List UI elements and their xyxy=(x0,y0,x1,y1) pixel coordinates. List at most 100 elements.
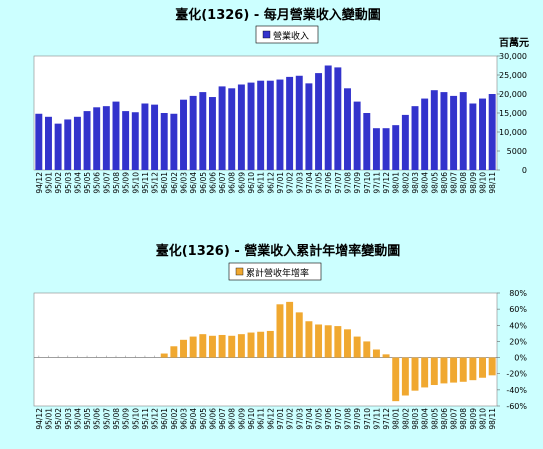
x-tick-label: 97/04 xyxy=(305,172,314,194)
chart2-legend-box xyxy=(228,262,322,281)
y-tick-label: 40% xyxy=(509,321,527,330)
bar xyxy=(401,114,409,170)
x-tick-label: 97/09 xyxy=(353,408,362,430)
bar xyxy=(459,357,467,382)
x-tick-label: 96/01 xyxy=(160,172,169,194)
x-tick-label: 98/11 xyxy=(488,408,497,430)
x-tick-label: 96/09 xyxy=(237,172,246,194)
bar xyxy=(257,331,265,358)
x-tick-label: 98/08 xyxy=(459,408,468,430)
bar xyxy=(276,304,284,358)
y-tick-label: -60% xyxy=(506,402,527,411)
x-tick-label: 96/04 xyxy=(189,408,198,430)
x-tick-label: 96/01 xyxy=(160,408,169,430)
x-tick-label: 97/07 xyxy=(334,172,343,194)
x-tick-label: 96/02 xyxy=(170,172,179,194)
x-tick-label: 97/01 xyxy=(276,172,285,194)
x-tick-label: 96/07 xyxy=(218,408,227,430)
bar xyxy=(334,326,342,358)
x-tick-label: 98/06 xyxy=(440,408,449,430)
x-tick-label: 98/04 xyxy=(421,172,430,194)
x-tick-label: 95/03 xyxy=(64,172,73,194)
x-tick-label: 95/02 xyxy=(54,408,63,430)
bar xyxy=(363,113,371,170)
x-tick-label: 95/12 xyxy=(151,172,160,194)
x-tick-label: 98/01 xyxy=(392,408,401,430)
x-tick-label: 95/05 xyxy=(83,172,92,194)
bar xyxy=(286,301,294,358)
x-tick-label: 97/09 xyxy=(353,172,362,194)
chart2-y-axis: -60% -40% -20% 0% 20% 40% 60% 80% xyxy=(497,289,527,411)
x-tick-label: 96/05 xyxy=(199,172,208,194)
x-tick-label: 96/10 xyxy=(247,172,256,194)
x-tick-label: 95/03 xyxy=(64,408,73,430)
bar xyxy=(372,128,380,170)
x-tick-label: 95/02 xyxy=(54,172,63,194)
bar xyxy=(353,101,361,170)
x-tick-label: 98/11 xyxy=(488,172,497,194)
bar xyxy=(218,86,226,170)
x-tick-label: 98/02 xyxy=(401,408,410,430)
bar xyxy=(479,357,487,378)
chart1-unit-label: 百萬元 xyxy=(499,36,529,49)
bar xyxy=(469,357,477,381)
cumulative-growth-chart: 臺化(1326) - 營業收入累計年增率變動圖 累計營收年增率 -60% -40%… xyxy=(33,243,527,430)
y-tick-label: -40% xyxy=(506,386,527,395)
x-tick-label: 98/02 xyxy=(401,172,410,194)
chart1-legend-box xyxy=(255,25,319,44)
x-tick-label: 98/10 xyxy=(479,172,488,194)
bar xyxy=(382,354,390,358)
x-tick-label: 95/12 xyxy=(151,408,160,430)
x-tick-label: 98/09 xyxy=(469,172,478,194)
x-tick-label: 96/08 xyxy=(228,408,237,430)
bar xyxy=(392,357,400,402)
x-tick-label: 98/03 xyxy=(411,172,420,194)
bar xyxy=(411,106,419,170)
bar xyxy=(450,357,458,383)
bar xyxy=(440,92,448,170)
monthly-revenue-chart: 臺化(1326) - 每月營業收入變動圖 營業收入 百萬元 0 5000 10,00… xyxy=(33,7,529,194)
chart2-legend-swatch xyxy=(235,267,244,276)
x-tick-label: 95/09 xyxy=(122,408,131,430)
x-tick-label: 95/04 xyxy=(73,172,82,194)
x-tick-label: 96/02 xyxy=(170,408,179,430)
x-tick-label: 97/06 xyxy=(324,172,333,194)
bar xyxy=(266,330,274,358)
bar xyxy=(237,334,245,358)
y-tick-label: 15,000 xyxy=(499,109,527,118)
x-tick-label: 97/02 xyxy=(286,408,295,430)
bar xyxy=(344,88,351,170)
y-tick-label: 0 xyxy=(522,166,527,175)
x-tick-label: 97/05 xyxy=(315,172,324,194)
chart2-title: 臺化(1326) - 營業收入累計年增率變動圖 xyxy=(156,243,401,259)
chart1-title: 臺化(1326) - 每月營業收入變動圖 xyxy=(175,7,381,23)
x-tick-label: 97/08 xyxy=(343,408,352,430)
bar xyxy=(218,334,226,358)
x-tick-label: 95/10 xyxy=(131,172,140,194)
x-tick-label: 98/09 xyxy=(469,408,478,430)
x-tick-label: 98/05 xyxy=(430,172,439,194)
bar xyxy=(199,334,207,358)
y-tick-label: 30,000 xyxy=(499,52,527,61)
chart2-legend-label: 累計營收年增率 xyxy=(246,267,309,279)
bar xyxy=(430,90,438,170)
chart1-legend-swatch xyxy=(262,30,271,39)
bar xyxy=(324,65,332,170)
bar xyxy=(199,92,207,170)
bar xyxy=(315,324,323,358)
chart1-legend: 營業收入 xyxy=(255,25,319,44)
bar xyxy=(469,103,477,170)
bar xyxy=(170,346,178,358)
bar xyxy=(160,113,168,170)
bar xyxy=(450,95,458,170)
bar xyxy=(112,101,120,170)
x-tick-label: 96/04 xyxy=(189,172,198,194)
chart1-bars xyxy=(35,65,496,170)
y-tick-label: -20% xyxy=(506,370,527,379)
bar xyxy=(141,103,149,170)
bar xyxy=(295,312,303,358)
bar xyxy=(401,357,409,396)
x-tick-label: 97/12 xyxy=(382,408,391,430)
bar xyxy=(344,329,351,358)
